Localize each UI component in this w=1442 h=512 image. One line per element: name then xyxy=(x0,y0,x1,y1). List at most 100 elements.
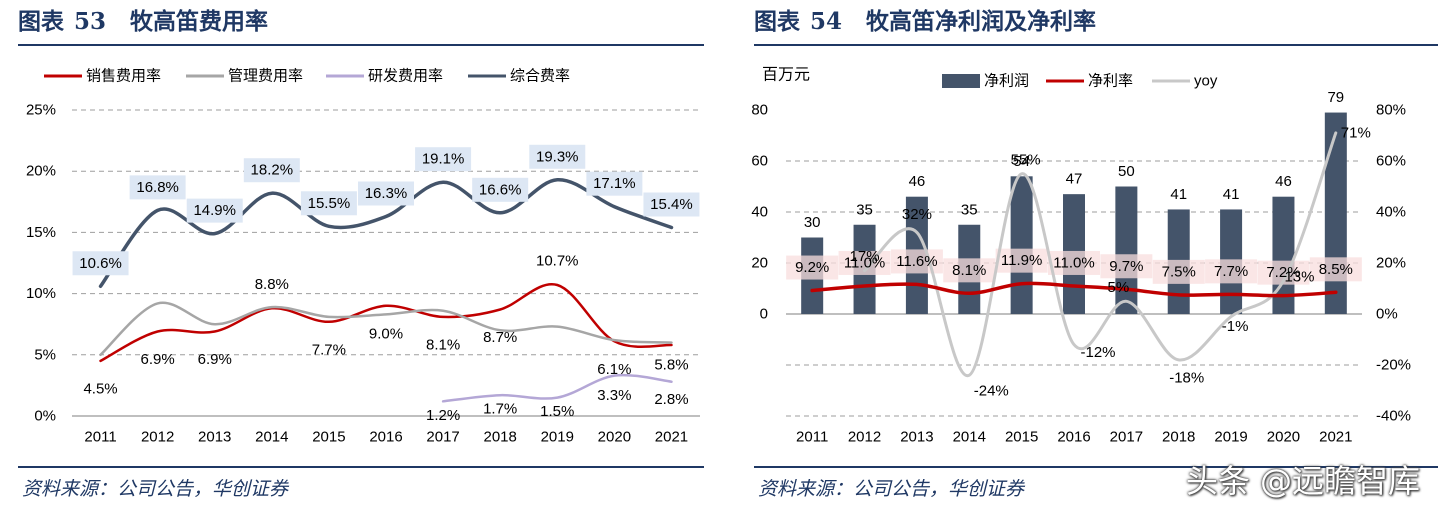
right-legend-label: yoy xyxy=(1194,73,1218,90)
right-margin-label: 7.7% xyxy=(1214,263,1248,280)
left-title-number: 53 xyxy=(74,8,107,35)
left-xtick-label: 2020 xyxy=(598,429,631,446)
right-ytick-label: 20 xyxy=(751,255,768,272)
right-yoy-label: -12% xyxy=(1080,344,1115,361)
left-xtick-label: 2017 xyxy=(426,429,459,446)
right-yoy-label: -1% xyxy=(1222,318,1249,335)
right-xtick-label: 2012 xyxy=(848,429,881,446)
right-margin-label: 7.2% xyxy=(1266,264,1300,281)
left-combo-label-bg xyxy=(472,177,529,202)
right-margin-label-bg xyxy=(1100,254,1153,279)
left-legend-label: 销售费用率 xyxy=(86,68,161,85)
left-series-line xyxy=(99,301,673,357)
right-margin-label-bg xyxy=(943,258,996,283)
expense-ratio-chart: 0% 5% 10% 15% 20% 25% 2011 2012 2013 2014 2015 2016… xyxy=(26,68,700,446)
left-rd-label: 1.2% xyxy=(426,407,460,424)
left-sales-label: 5.8% xyxy=(654,357,688,374)
left-combo-label: 16.8% xyxy=(136,179,179,196)
right-profit-bar xyxy=(1272,196,1295,314)
right-margin-label: 9.2% xyxy=(795,259,829,276)
right-chart-panel: 图表 54 牧高笛净利润及净利率 -40% -20% 0% 20% 40% 60% 80% 0 20… xyxy=(736,0,1442,512)
left-combo-label-bg xyxy=(586,171,643,196)
right-xtick-label: 2018 xyxy=(1162,429,1195,446)
right-margin-label-bg xyxy=(1205,259,1258,284)
right-ytick-label: 40 xyxy=(751,204,768,221)
left-combo-label: 15.5% xyxy=(308,195,351,212)
left-rd-label: 1.5% xyxy=(540,403,574,420)
left-series-line xyxy=(98,178,674,289)
left-legend-label: 管理费用率 xyxy=(228,68,303,85)
left-sales-label: 6.1% xyxy=(597,361,631,378)
right-profit-bar xyxy=(1324,112,1347,314)
right-profit-label: 46 xyxy=(1275,173,1292,190)
right-footer-rule xyxy=(754,466,1438,468)
left-combo-label: 16.6% xyxy=(479,181,522,198)
left-combo-label: 18.2% xyxy=(251,162,294,179)
left-xtick-label: 2016 xyxy=(369,429,402,446)
right-yoy-label: 71% xyxy=(1341,124,1371,141)
left-sales-label: 10.7% xyxy=(536,253,579,270)
left-legend-label: 研发费用率 xyxy=(368,68,443,85)
left-sales-label: 6.9% xyxy=(198,351,232,368)
right-xtick-label: 2017 xyxy=(1110,429,1143,446)
left-sales-label: 8.7% xyxy=(483,329,517,346)
right-yoy-line xyxy=(863,131,1338,377)
right-profit-label: 50 xyxy=(1118,163,1135,180)
right-yoy-label: 55% xyxy=(1011,151,1041,168)
left-combo-label: 10.6% xyxy=(79,255,122,272)
right-profit-label: 35 xyxy=(961,201,978,218)
right-margin-label-bg xyxy=(1309,257,1362,282)
right-xtick-label: 2019 xyxy=(1214,429,1247,446)
left-combo-label-bg xyxy=(300,191,357,216)
left-xtick-label: 2011 xyxy=(84,429,116,446)
right-net-margin-line xyxy=(810,281,1338,298)
left-xtick-label: 2018 xyxy=(483,429,516,446)
right-margin-label: 11.9% xyxy=(1001,252,1042,269)
right-legend-swatch xyxy=(942,74,980,88)
right-xtick-label: 2015 xyxy=(1005,429,1038,446)
left-combo-label-bg xyxy=(643,192,700,217)
right-yoy-label: 17% xyxy=(850,248,880,265)
left-combo-label-bg xyxy=(186,198,243,223)
right-legend-label: 净利润 xyxy=(984,73,1029,90)
right-yoy-label: -24% xyxy=(974,383,1009,400)
left-combo-label: 19.1% xyxy=(422,151,465,168)
left-combo-label: 15.4% xyxy=(650,196,693,213)
left-combo-label-bg xyxy=(358,181,414,206)
left-rd-label: 1.7% xyxy=(483,401,517,418)
left-combo-label-bg xyxy=(72,251,129,276)
watermark: 头条 @远瞻智库 xyxy=(1185,462,1420,500)
right-yoy-label: 5% xyxy=(1108,279,1130,296)
right-ytick-label: 60 xyxy=(751,153,768,170)
left-sales-label: 8.8% xyxy=(255,276,289,293)
right-yoy-label: -18% xyxy=(1169,369,1204,386)
right-profit-label: 54 xyxy=(1013,153,1030,170)
left-combo-label-bg xyxy=(415,147,472,172)
left-combo-label-bg xyxy=(243,158,300,183)
right-xtick-label: 2016 xyxy=(1057,429,1090,446)
left-series-line xyxy=(441,373,673,403)
left-title-text: 牧高笛费用率 xyxy=(130,8,269,35)
right-profit-bar xyxy=(1115,186,1138,314)
left-sales-label: 9.0% xyxy=(369,325,403,342)
right-title-prefix: 图表 xyxy=(754,8,800,35)
right-ytick-label: 0 xyxy=(760,306,768,323)
right-margin-label: 8.1% xyxy=(952,262,986,279)
left-rd-label: 2.8% xyxy=(654,391,688,408)
right-y2tick-label: 40% xyxy=(1376,204,1406,221)
right-yoy-label: 13% xyxy=(1284,268,1314,285)
right-xtick-label: 2013 xyxy=(900,429,933,446)
left-ytick-label: 5% xyxy=(34,346,56,363)
left-chart-panel: 图表 53 牧高笛费用率 0% 5% 10% 15% 20% 25% 2011 2012 2013 2… xyxy=(0,0,708,512)
left-figure-title: 图表 53 牧高笛费用率 xyxy=(18,2,268,42)
right-y2tick-label: 80% xyxy=(1376,102,1406,119)
right-margin-label: 11.0% xyxy=(1053,254,1094,271)
right-margin-label-bg xyxy=(995,248,1048,273)
left-title-rule xyxy=(18,44,704,46)
left-legend-label: 综合费率 xyxy=(510,68,570,85)
left-source-note: 资料来源：公司公告，华创证券 xyxy=(22,478,289,500)
left-title-prefix: 图表 xyxy=(18,8,64,35)
left-ytick-label: 25% xyxy=(26,102,56,119)
right-title-rule xyxy=(754,44,1438,46)
right-margin-label: 8.5% xyxy=(1319,261,1353,278)
